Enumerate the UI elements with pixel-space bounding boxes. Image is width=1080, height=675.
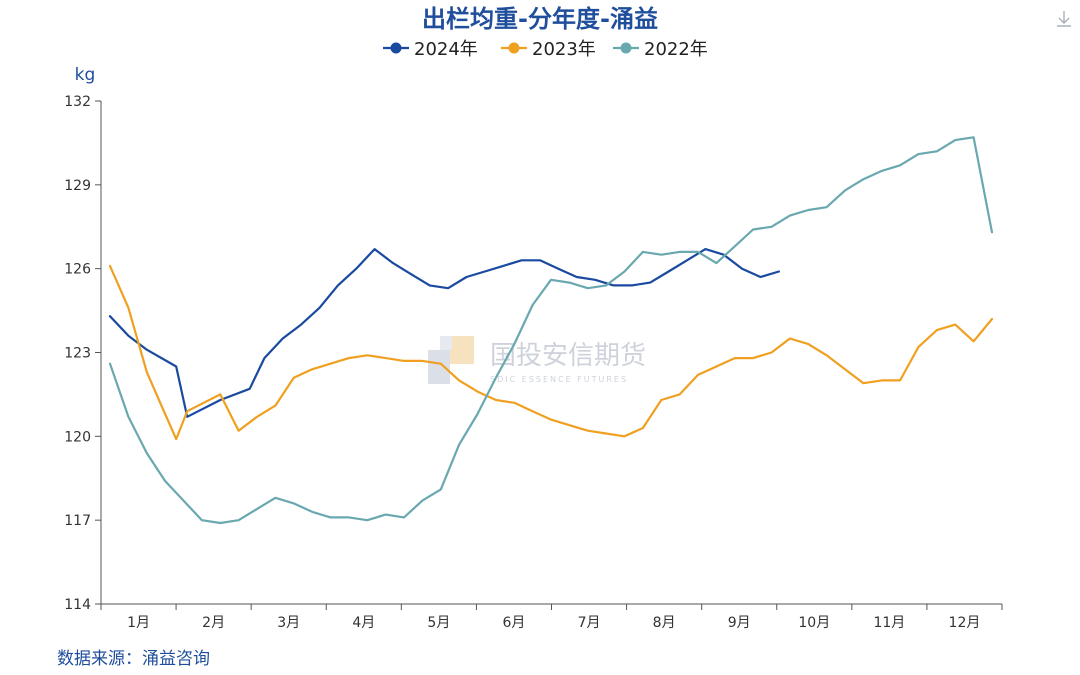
y-tick-label: 123 bbox=[64, 346, 91, 362]
x-tick-label: 6月 bbox=[502, 615, 525, 631]
x-tick-label: 5月 bbox=[427, 615, 450, 631]
legend-marker-icon bbox=[620, 42, 632, 54]
legend-item[interactable]: 2022年 bbox=[613, 39, 708, 60]
source-note: 数据来源：涌益咨询 bbox=[57, 649, 210, 669]
series-line-2024年 bbox=[108, 248, 781, 418]
x-tick-label: 4月 bbox=[352, 615, 375, 631]
watermark-text: 国投安信期货 bbox=[490, 341, 646, 371]
x-tick-label: 11月 bbox=[873, 615, 905, 631]
series-layer bbox=[108, 136, 994, 525]
y-tick-label: 117 bbox=[64, 513, 91, 529]
x-tick-label: 1月 bbox=[127, 615, 150, 631]
y-tick-label: 120 bbox=[64, 429, 91, 445]
series-line-2023年 bbox=[108, 264, 994, 441]
x-tick-label: 3月 bbox=[277, 615, 300, 631]
y-axis-unit: kg bbox=[75, 65, 96, 85]
series-line-2022年 bbox=[108, 136, 994, 525]
x-tick-label: 9月 bbox=[728, 615, 751, 631]
x-tick-label: 7月 bbox=[578, 615, 601, 631]
x-tick-label: 8月 bbox=[653, 615, 676, 631]
watermark-subtext: SDIC ESSENCE FUTURES bbox=[490, 375, 628, 384]
legend-marker-icon bbox=[508, 42, 520, 54]
axes: 114 117 120 123 126 129 132 1月 2月 3月 4月 5月 6月 7月 8月 9月 1… bbox=[64, 94, 1003, 631]
x-tick-label: 10月 bbox=[798, 615, 830, 631]
legend-marker-icon bbox=[390, 42, 402, 54]
x-tick-label: 2月 bbox=[202, 615, 225, 631]
download-icon[interactable] bbox=[1057, 11, 1071, 27]
y-tick-label: 129 bbox=[64, 178, 91, 194]
legend-item[interactable]: 2024年 bbox=[383, 39, 478, 60]
y-tick-label: 126 bbox=[64, 262, 91, 278]
y-tick-label: 132 bbox=[64, 94, 91, 110]
watermark: 国投安信期货 SDIC ESSENCE FUTURES bbox=[428, 336, 646, 384]
legend: 2024年 2023年 2022年 bbox=[383, 39, 708, 60]
chart-title: 出栏均重-分年度-涌益 bbox=[422, 5, 658, 33]
watermark-logo-icon bbox=[428, 336, 474, 384]
x-tick-label: 12月 bbox=[949, 615, 981, 631]
legend-label: 2023年 bbox=[532, 39, 596, 60]
legend-label: 2024年 bbox=[414, 39, 478, 60]
legend-item[interactable]: 2023年 bbox=[501, 39, 596, 60]
y-tick-label: 114 bbox=[64, 597, 91, 613]
legend-label: 2022年 bbox=[644, 39, 708, 60]
